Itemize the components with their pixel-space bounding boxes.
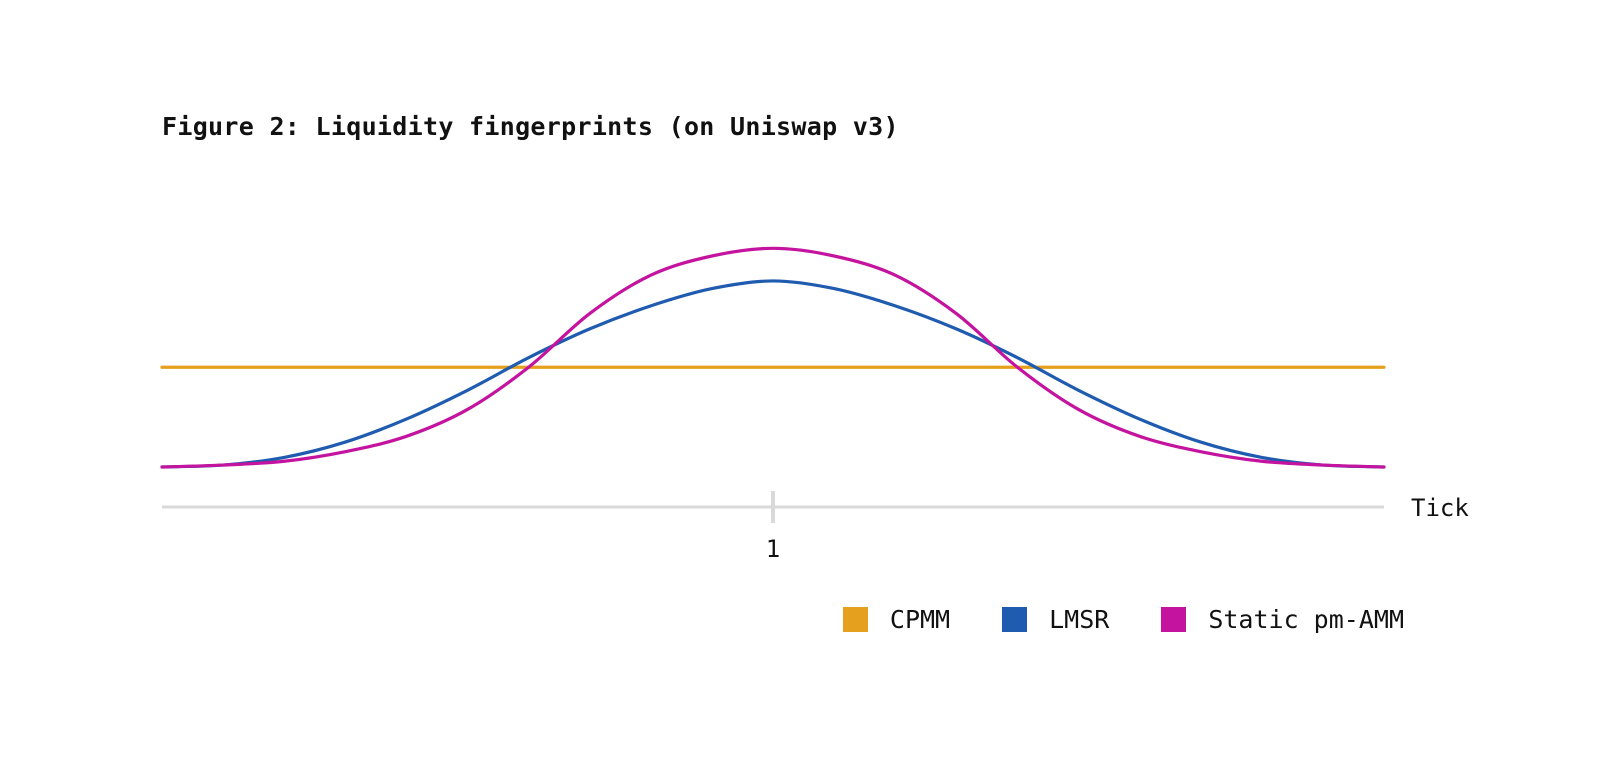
x-axis-label: Tick [1411, 494, 1469, 522]
legend-swatch-static-pm-amm [1161, 607, 1187, 632]
legend-swatch-cpmm [842, 607, 868, 632]
figure-title: Figure 2: Liquidity fingerprints (on Uni… [162, 112, 899, 141]
legend-label-cpmm: CPMM [889, 605, 951, 634]
x-tick-label: 1 [766, 535, 780, 563]
series-line-static-pm-amm [160, 246, 1386, 469]
chart-legend: CPMM LMSR Static pm-AMM [842, 605, 1404, 634]
legend-item-static-pm-amm: Static pm-AMM [1161, 605, 1404, 634]
legend-swatch-lmsr [1002, 607, 1028, 632]
legend-item-cpmm: CPMM [842, 605, 951, 634]
series-line-lmsr [160, 279, 1386, 469]
legend-label-lmsr: LMSR [1049, 605, 1110, 634]
legend-item-lmsr: LMSR [1002, 605, 1109, 634]
legend-label-static-pm-amm: Static pm-AMM [1208, 605, 1404, 634]
